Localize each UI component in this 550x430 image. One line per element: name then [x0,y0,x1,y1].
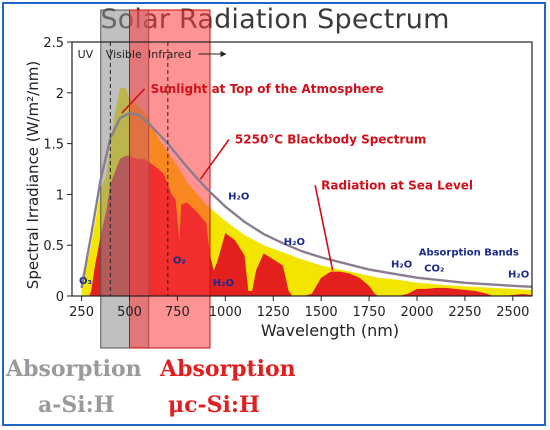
absorption-ucsi-label-line2: μc-Si:H [168,392,260,418]
region-label: UV [78,48,94,61]
plot-border [71,41,533,297]
tick-layer: 250 500 750 1000 1250 1500 1750 2000 2250 2500 0 0.… [43,36,529,320]
region-label: Visible [106,48,142,61]
absorption-asi-label-line1: Absorption [6,356,142,382]
x-tick-label: 250 [69,305,94,320]
absorption-label: H₂O [508,270,529,281]
absorption-label: H₂O [213,278,234,289]
absorption-label-layer: O₃ O₂ H₂O H₂O H₂O H₂O CO₂ H₂O Absorption Bands [79,191,529,288]
absorption-label: Absorption Bands [419,247,519,258]
absorption-ucsi-label-line1: Absorption [160,356,296,382]
x-axis-label: Wavelength (nm) [261,321,399,340]
axes-layer [71,41,533,297]
annotation-arrow [199,139,230,180]
absorption-label: H₂O [391,260,412,271]
x-tick-label: 1500 [305,305,338,320]
infrared-arrowhead [220,51,227,57]
x-tick-label: 2000 [400,305,433,320]
absorption-label: O₃ [79,276,92,287]
annotation-label: 5250°C Blackbody Spectrum [235,133,426,147]
annotation-label: Radiation at Sea Level [321,178,473,192]
y-tick-label: 0.5 [43,239,64,254]
absorption-label: H₂O [228,191,249,202]
y-axis-label: Spectral Irradiance (W/m²/nm) [24,61,42,289]
annotation-arrow [314,185,334,271]
region-label: Infrared [148,48,191,61]
y-tick-label: 2 [56,87,64,102]
figure-frame [2,2,546,426]
annotation-arrow [121,88,146,114]
x-tick-label: 1750 [353,305,386,320]
region-layer: UV Visible Infrared [78,42,227,296]
y-tick-label: 2.5 [43,36,64,51]
x-tick-label: 1000 [209,305,242,320]
blackbody-line-layer [80,111,533,289]
y-tick-label: 0 [56,290,64,305]
blackbody-line [80,111,533,289]
x-tick-label: 2500 [496,305,529,320]
annotation-layer: Sunlight at Top of the Atmosphere 5250°C … [121,82,473,271]
absorption-label: H₂O [284,237,305,248]
absorption-label: CO₂ [424,264,444,275]
y-tick-label: 1.5 [43,138,64,153]
x-tick-label: 1250 [257,305,290,320]
y-tick-label: 1 [56,188,64,203]
x-tick-label: 750 [165,305,190,320]
absorption-label: O₂ [173,255,186,266]
annotation-label: Sunlight at Top of the Atmosphere [151,82,384,96]
x-tick-label: 2250 [448,305,481,320]
x-tick-label: 500 [117,305,142,320]
absorption-asi-label-line2: a-Si:H [38,392,115,418]
